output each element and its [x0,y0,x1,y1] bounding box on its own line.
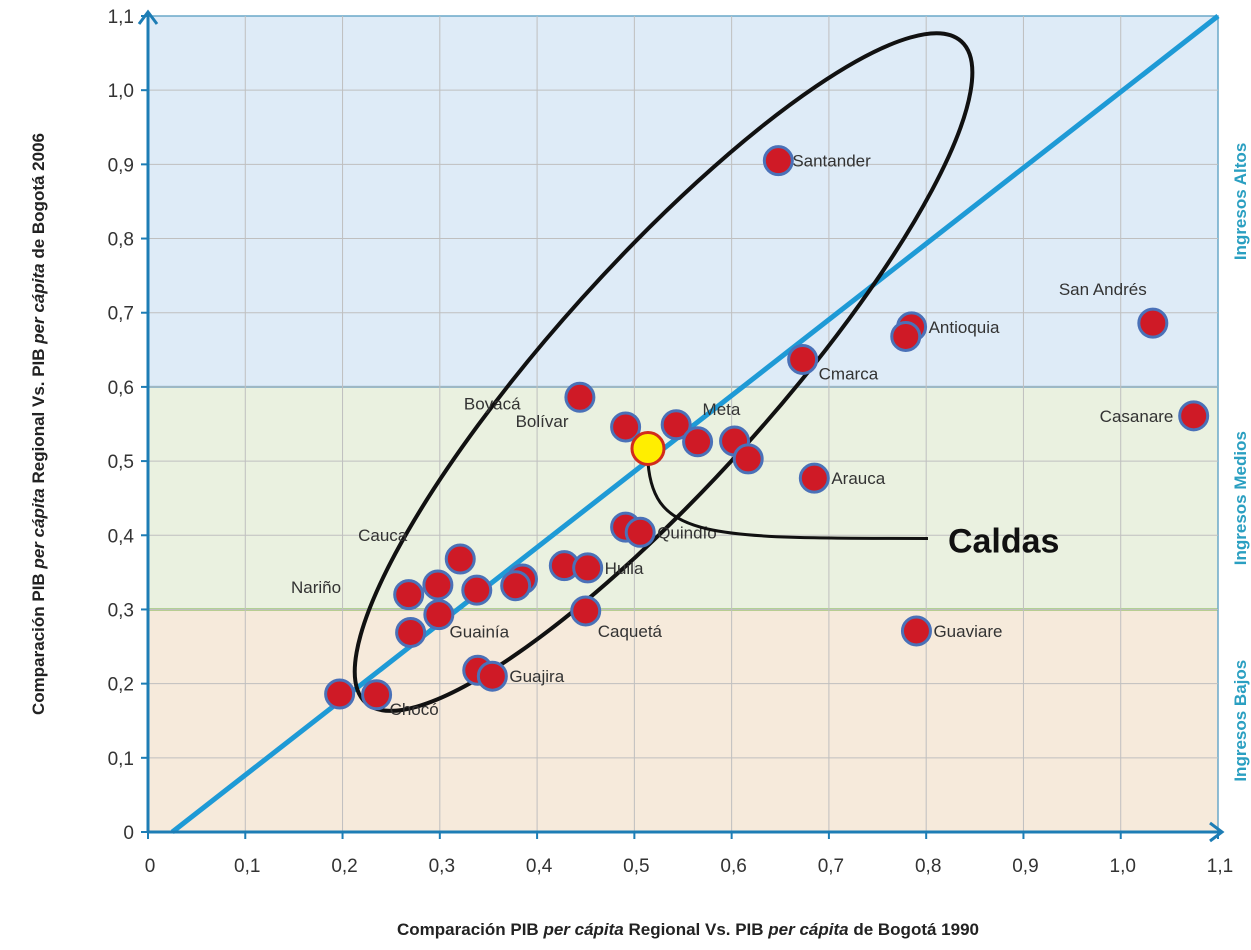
data-points [324,145,1210,711]
x-tick-label: 0,1 [234,856,260,877]
x-tick-label: 0,7 [818,856,844,877]
x-tick-label: 0 [145,856,156,877]
data-point [890,320,922,352]
data-point [500,570,532,602]
y-tick-label: 0,2 [108,675,134,696]
axes [137,9,1225,843]
y-tick-label: 0,1 [108,749,134,770]
data-point [732,443,764,475]
data-point [682,426,714,458]
x-tick-labels: 0 0,1 0,2 0,3 0,4 0,5 0,6 0,7 0,8 0,9 1,0 1,1 [145,832,1233,877]
point-label: Quindío [657,523,717,542]
x-axis-arrow [1209,821,1225,843]
point-label: Cauca [358,526,408,545]
caldas-highlight: Caldas [630,430,1060,560]
y-tick-label: 0,7 [108,304,134,325]
band-title: Ingresos Medios [1231,431,1250,565]
point-label: Casanare [1100,407,1174,426]
y-tick-label: 1,0 [108,81,134,102]
income-bands [147,15,1219,833]
band-title: Ingresos Altos [1231,143,1250,260]
y-axis-title: Comparación PIB per cápita Regional Vs. … [29,133,48,715]
caldas-point [630,430,666,466]
point-label: San Andrés [1059,280,1147,299]
data-point [1178,400,1210,432]
point-label: Cmarca [819,364,879,383]
data-point [572,552,604,584]
y-tick-label: 0,9 [108,155,134,176]
data-point [395,616,427,648]
data-point [570,595,602,627]
data-point [624,516,656,548]
data-point [798,462,830,494]
y-tick-label: 1,1 [108,7,134,28]
data-point [476,660,508,692]
data-point [564,381,596,413]
caldas-leader-line [646,462,928,540]
point-label: Guaviare [933,622,1002,641]
x-tick-label: 0,8 [915,856,941,877]
y-tick-label: 0,6 [108,378,134,399]
point-label: Boyacá [464,394,521,413]
data-point [787,343,819,375]
point-label: Guainía [450,623,510,642]
data-point [324,678,356,710]
y-tick-label: 0,8 [108,230,134,251]
x-tick-label: 1,0 [1110,856,1136,877]
point-label: Santander [792,152,871,171]
caldas-label: Caldas [948,522,1060,560]
point-label: Guajira [509,667,564,686]
data-point [444,543,476,575]
data-point [762,145,794,177]
x-tick-label: 0,3 [429,856,455,877]
x-tick-label: 0,5 [623,856,649,877]
y-tick-labels: 0 0,1 0,2 0,3 0,4 0,5 0,6 0,7 0,8 0,9 1,0 1,1 [108,7,148,844]
point-label: Arauca [831,469,885,488]
point-label: Nariño [291,578,341,597]
y-tick-label: 0 [123,823,134,844]
y-tick-label: 0,5 [108,452,134,473]
point-label: Caquetá [598,622,663,641]
point-label: Chocó [390,700,439,719]
band-titles: Ingresos Bajos Ingresos Medios Ingresos Al… [1231,143,1250,782]
data-point [1137,307,1169,339]
data-point [393,579,425,611]
band-title: Ingresos Bajos [1231,660,1250,782]
y-tick-label: 0,4 [108,526,135,547]
income-band [148,16,1218,387]
data-point [423,599,455,631]
x-tick-label: 0,2 [331,856,357,877]
x-tick-label: 0,4 [526,856,553,877]
point-label: Meta [703,400,741,419]
point-label: Huila [605,559,644,578]
data-point [660,409,692,441]
point-label: Antioquia [929,318,1000,337]
point-labels: Santander San Andrés Antioquia Cmarca Casana… [291,152,1173,719]
data-point [461,574,493,606]
data-point [900,615,932,647]
point-label: Bolívar [516,412,569,431]
x-tick-label: 0,6 [720,856,746,877]
income-band [148,609,1218,832]
y-axis-arrow [137,9,159,25]
data-point [610,411,642,443]
x-axis-title: Comparación PIB per cápita Regional Vs. … [397,920,979,939]
x-tick-label: 0,9 [1012,856,1038,877]
x-tick-label: 1,1 [1207,856,1233,877]
data-point [361,679,393,711]
data-point [422,569,454,601]
y-tick-label: 0,3 [108,600,134,621]
